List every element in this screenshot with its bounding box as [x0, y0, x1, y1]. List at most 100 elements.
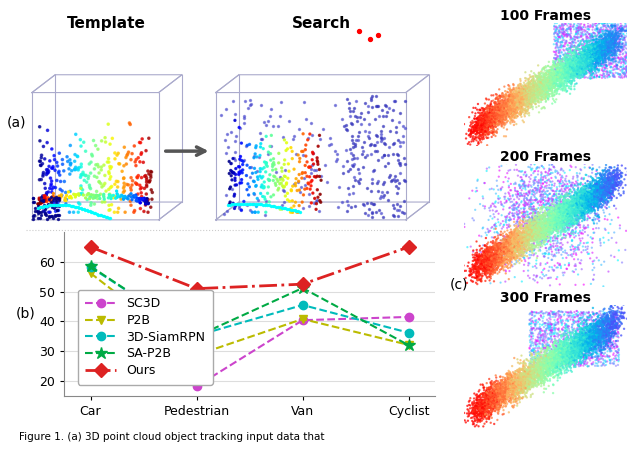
Point	[495, 384, 506, 391]
Point	[495, 254, 506, 261]
Point	[609, 55, 620, 62]
Point	[484, 252, 495, 259]
Point	[556, 210, 566, 217]
Point	[561, 156, 572, 163]
Point	[572, 331, 582, 338]
Point	[493, 240, 503, 248]
Point	[610, 324, 620, 332]
Point	[606, 313, 616, 320]
Point	[524, 228, 534, 235]
Point	[511, 232, 522, 239]
Point	[538, 199, 548, 207]
Point	[588, 337, 598, 344]
Point	[531, 377, 541, 384]
Point	[555, 208, 565, 216]
Point	[476, 115, 486, 122]
Point	[607, 341, 618, 348]
Point	[602, 317, 612, 324]
Point	[557, 62, 567, 69]
Point	[109, 208, 120, 216]
Point	[353, 165, 363, 172]
Point	[474, 263, 484, 270]
Point	[499, 406, 509, 414]
Point	[546, 348, 556, 355]
Point	[565, 162, 575, 169]
Point	[90, 165, 100, 172]
Point	[513, 106, 523, 113]
Point	[108, 192, 118, 199]
Point	[587, 61, 597, 69]
Point	[462, 406, 472, 413]
Point	[589, 66, 600, 73]
Point	[557, 213, 568, 220]
Point	[590, 353, 600, 360]
Point	[593, 68, 604, 76]
Point	[576, 48, 586, 56]
Point	[481, 379, 492, 387]
Point	[526, 223, 536, 230]
Point	[500, 216, 511, 223]
Point	[580, 334, 591, 341]
Point	[561, 359, 571, 366]
Point	[596, 189, 607, 196]
Point	[490, 123, 500, 130]
Point	[489, 278, 499, 285]
Point	[591, 40, 602, 47]
Point	[568, 63, 579, 71]
Point	[593, 344, 604, 351]
Point	[244, 183, 255, 191]
Point	[543, 324, 554, 331]
Point	[486, 253, 496, 260]
Point	[578, 189, 588, 197]
Point	[595, 185, 605, 192]
Point	[504, 92, 515, 100]
Point	[573, 350, 583, 358]
Point	[504, 379, 515, 387]
Point	[556, 64, 566, 71]
Point	[474, 117, 484, 124]
Point	[132, 191, 143, 198]
Point	[555, 349, 565, 357]
Point	[529, 97, 539, 105]
Point	[565, 349, 575, 356]
Point	[496, 186, 506, 193]
Point	[468, 122, 478, 130]
Point	[543, 75, 554, 82]
Point	[119, 144, 129, 151]
Point	[508, 376, 518, 384]
Point	[567, 68, 577, 76]
Point	[518, 89, 529, 96]
Point	[553, 28, 563, 35]
Point	[523, 242, 533, 249]
Point	[480, 124, 490, 131]
Point	[515, 183, 525, 190]
Point	[508, 377, 518, 384]
Point	[593, 320, 604, 327]
Point	[566, 359, 576, 366]
Point	[586, 197, 596, 205]
Point	[586, 57, 596, 65]
Point	[605, 28, 616, 35]
Point	[538, 94, 548, 101]
Point	[552, 210, 563, 217]
Point	[520, 364, 530, 371]
Point	[522, 219, 532, 227]
Point	[222, 131, 232, 138]
Point	[553, 216, 563, 223]
Point	[535, 86, 545, 94]
Point	[587, 202, 597, 209]
Point	[515, 239, 525, 246]
Point	[477, 404, 488, 412]
Point	[476, 112, 486, 119]
Point	[342, 95, 353, 102]
Point	[573, 347, 583, 354]
Point	[561, 346, 572, 353]
Point	[547, 81, 557, 89]
Point	[490, 253, 500, 260]
Point	[488, 258, 498, 265]
Point	[552, 346, 562, 353]
Point	[588, 190, 598, 197]
Point	[536, 197, 547, 205]
Point	[545, 184, 555, 192]
Point	[495, 101, 505, 109]
